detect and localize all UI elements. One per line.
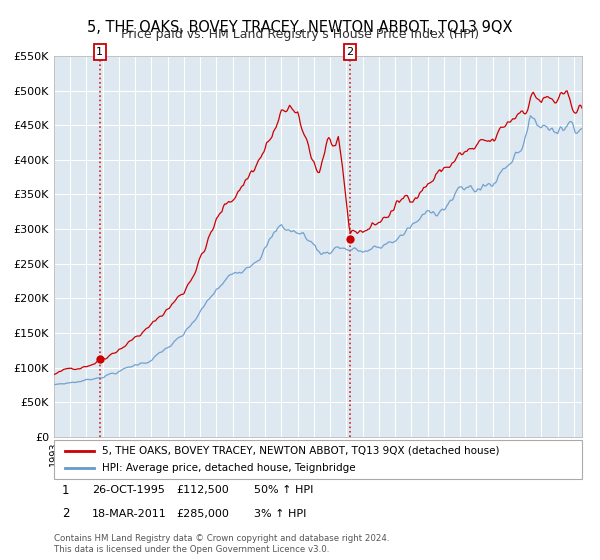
Text: £112,500: £112,500 (176, 485, 229, 495)
Text: 1: 1 (62, 483, 69, 497)
Text: This data is licensed under the Open Government Licence v3.0.: This data is licensed under the Open Gov… (54, 545, 329, 554)
Text: 3% ↑ HPI: 3% ↑ HPI (254, 508, 306, 519)
Text: £285,000: £285,000 (176, 508, 229, 519)
Text: 2: 2 (62, 507, 69, 520)
Text: 18-MAR-2011: 18-MAR-2011 (92, 508, 167, 519)
Text: Price paid vs. HM Land Registry's House Price Index (HPI): Price paid vs. HM Land Registry's House … (121, 28, 479, 41)
Text: Contains HM Land Registry data © Crown copyright and database right 2024.: Contains HM Land Registry data © Crown c… (54, 534, 389, 543)
Text: 50% ↑ HPI: 50% ↑ HPI (254, 485, 313, 495)
Text: 2: 2 (346, 47, 353, 57)
Text: 5, THE OAKS, BOVEY TRACEY, NEWTON ABBOT, TQ13 9QX: 5, THE OAKS, BOVEY TRACEY, NEWTON ABBOT,… (87, 20, 513, 35)
FancyBboxPatch shape (54, 440, 582, 479)
Text: 26-OCT-1995: 26-OCT-1995 (92, 485, 164, 495)
Text: 5, THE OAKS, BOVEY TRACEY, NEWTON ABBOT, TQ13 9QX (detached house): 5, THE OAKS, BOVEY TRACEY, NEWTON ABBOT,… (101, 446, 499, 456)
Text: 1: 1 (97, 47, 103, 57)
Text: HPI: Average price, detached house, Teignbridge: HPI: Average price, detached house, Teig… (101, 463, 355, 473)
